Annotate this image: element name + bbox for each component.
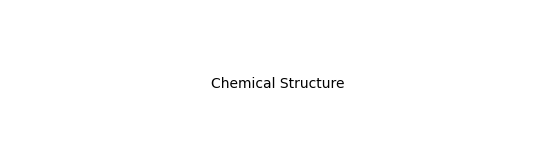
- Text: Chemical Structure: Chemical Structure: [211, 77, 345, 91]
